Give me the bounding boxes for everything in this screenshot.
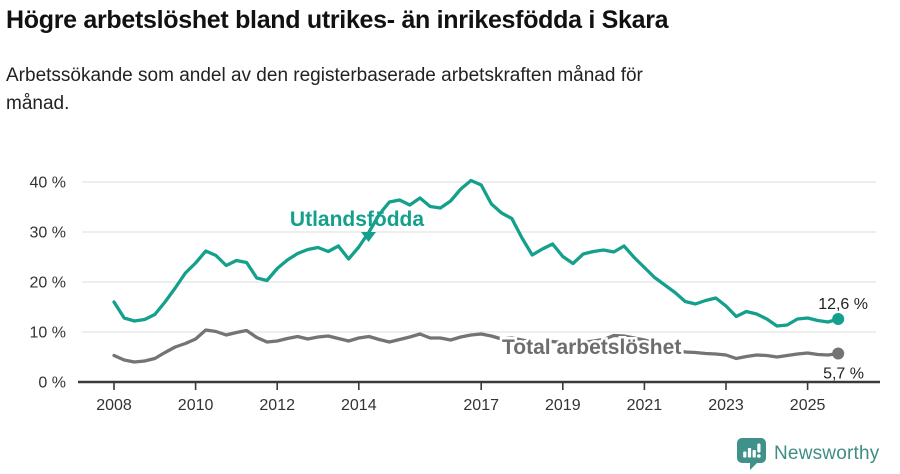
series-line-utlandsfodda: [112, 178, 840, 328]
chart-title: Högre arbetslöshet bland utrikes- än inr…: [6, 6, 669, 34]
x-tick-label: 2023: [708, 397, 744, 414]
x-tick-label: 2019: [545, 397, 581, 414]
x-tick-label: 2017: [463, 397, 499, 414]
end-dot-utlandsfodda: [832, 313, 845, 325]
y-tick-label: 0 %: [38, 375, 66, 392]
series-line-total: [112, 328, 840, 364]
y-tick-label: 40 %: [30, 175, 66, 192]
x-tick-label: 2012: [259, 397, 295, 414]
x-tick-label: 2010: [178, 397, 214, 414]
series-label-total: Total arbetslöshet: [502, 336, 681, 359]
end-value-total: 5,7 %: [823, 366, 864, 383]
y-tick-label: 10 %: [30, 325, 66, 342]
end-value-utlandsfodda: 12,6 %: [818, 296, 868, 313]
y-tick-label: 30 %: [30, 225, 66, 242]
chart-subtitle: Arbetssökande som andel av den registerb…: [6, 65, 643, 114]
x-tick-label: 2025: [790, 397, 826, 414]
x-tick-label: 2008: [96, 397, 132, 414]
end-dot-total: [832, 347, 845, 360]
newsworthy-logo[interactable]: Newsworthy: [736, 437, 879, 471]
y-tick-label: 20 %: [30, 275, 66, 292]
x-tick-label: 2021: [627, 397, 663, 414]
x-tick-label: 2014: [341, 397, 377, 414]
newsworthy-wordmark: Newsworthy: [774, 443, 880, 464]
series-label-utlandsfodda: Utlandsfödda: [290, 208, 424, 231]
series-label-arrow-icon: [361, 232, 376, 242]
newsworthy-icon: [737, 438, 766, 470]
